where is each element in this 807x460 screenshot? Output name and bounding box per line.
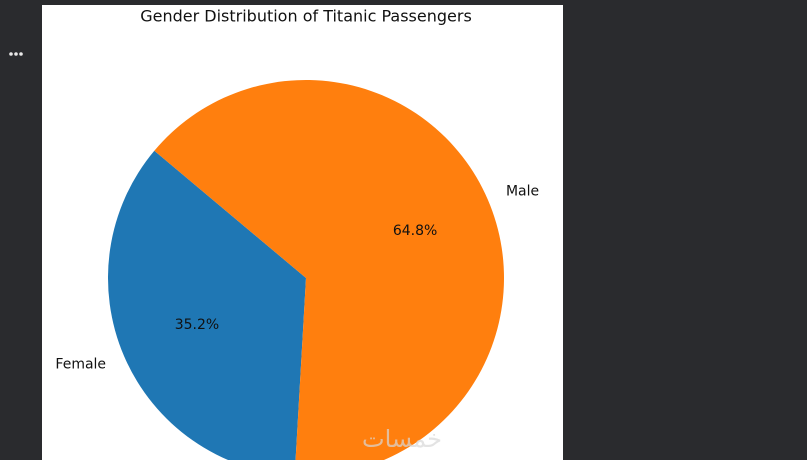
percent-label: 35.2% [175, 317, 219, 333]
slice-label: Male [506, 184, 539, 200]
dot [14, 52, 18, 56]
watermark: خمسات [362, 425, 442, 453]
percent-label: 64.8% [393, 223, 437, 239]
pie-slice [107, 150, 306, 460]
pie-chart: Female 35.2% Male 64.8% [55, 80, 539, 460]
more-menu[interactable] [9, 52, 23, 56]
dot [9, 52, 13, 56]
chart-title: Gender Distribution of Titanic Passenger… [140, 7, 472, 26]
pie-slice [154, 80, 504, 460]
slice-label: Female [55, 356, 106, 372]
dot [19, 52, 23, 56]
